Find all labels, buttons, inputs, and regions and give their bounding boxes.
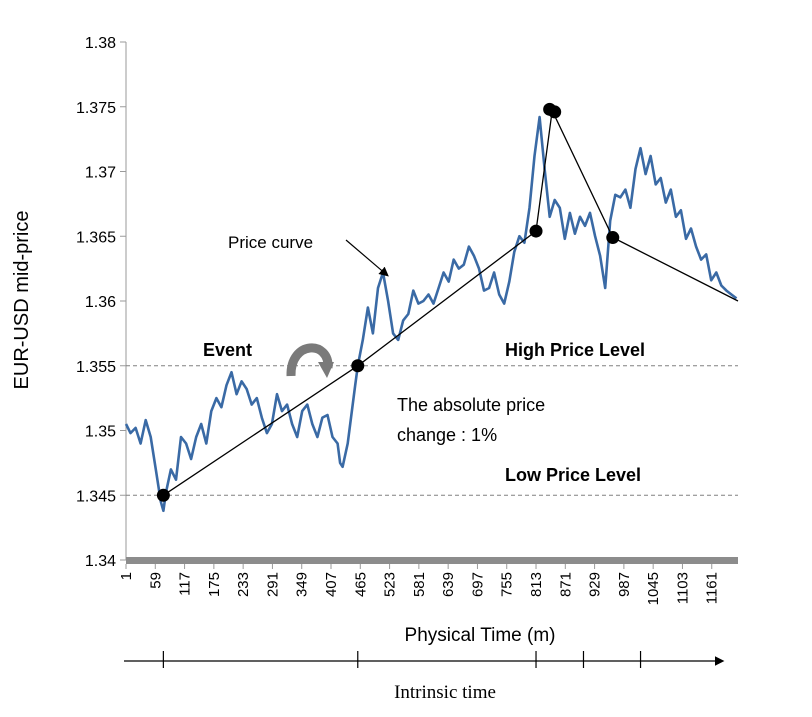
absolute-change-label-line1: The absolute price — [397, 395, 545, 415]
x-tick-label: 59 — [147, 572, 164, 589]
y-tick-label: 1.345 — [76, 488, 116, 505]
x-tick-label: 755 — [499, 572, 516, 597]
event-point-marker — [156, 488, 170, 502]
event-point-marker — [548, 105, 562, 119]
y-tick-label: 1.34 — [85, 553, 116, 570]
x-tick-label: 233 — [235, 572, 252, 597]
price-curve-series — [124, 115, 738, 513]
x-tick-label: 291 — [264, 572, 281, 597]
y-tick-label: 1.38 — [85, 35, 116, 52]
y-tick-label: 1.375 — [76, 100, 116, 117]
price-curve-label: Price curve — [228, 233, 313, 252]
price-curve-arrow — [345, 239, 389, 277]
y-tick-label: 1.355 — [76, 359, 116, 376]
low-price-level-label: Low Price Level — [505, 465, 641, 485]
curved-arrow-icon — [286, 343, 334, 378]
event-line-series — [163, 108, 739, 496]
x-axis — [126, 557, 738, 564]
x-tick-label: 1045 — [645, 572, 662, 605]
y-tick-label: 1.35 — [85, 424, 116, 441]
event-point-marker — [351, 359, 365, 373]
x-axis-label: Physical Time (m) — [405, 625, 556, 646]
x-tick-label: 581 — [411, 572, 428, 597]
event-point-marker — [529, 224, 543, 238]
x-tick-label: 349 — [294, 572, 311, 597]
x-tick-label: 1161 — [704, 572, 721, 604]
x-tick-label: 697 — [469, 572, 486, 597]
x-tick-label: 639 — [440, 572, 457, 597]
event-label: Event — [203, 340, 252, 360]
x-tick-label: 465 — [352, 572, 369, 597]
x-tick-label: 871 — [557, 572, 574, 597]
y-tick-label: 1.36 — [85, 294, 116, 311]
x-tick-label: 175 — [206, 572, 223, 597]
y-tick-label: 1.37 — [85, 165, 116, 182]
intrinsic-time-label: Intrinsic time — [394, 682, 496, 703]
x-tick-label: 117 — [177, 572, 194, 596]
y-axis-label: EUR-USD mid-price — [11, 211, 33, 390]
x-tick-label: 929 — [587, 572, 604, 597]
event-point-marker — [606, 231, 620, 245]
x-tick-label: 1 — [118, 572, 135, 580]
x-tick-label: 523 — [382, 572, 399, 597]
x-tick-label: 1103 — [674, 572, 691, 604]
x-tick-label: 987 — [616, 572, 633, 597]
x-tick-label: 813 — [528, 572, 545, 597]
high-price-level-label: High Price Level — [505, 340, 645, 360]
y-tick-label: 1.365 — [76, 229, 116, 246]
x-tick-label: 407 — [323, 572, 340, 597]
absolute-change-label-line2: change : 1% — [397, 425, 497, 445]
